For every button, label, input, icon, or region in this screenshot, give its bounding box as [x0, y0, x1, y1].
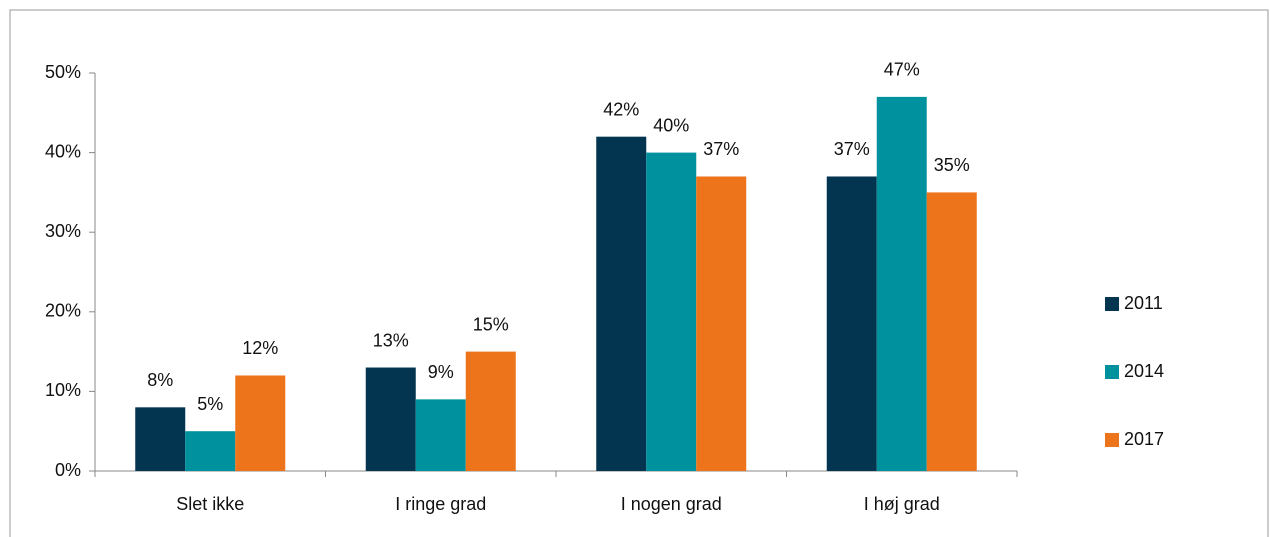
bar — [235, 375, 286, 471]
legend-label: 2017 — [1124, 429, 1164, 449]
data-label: 35% — [934, 155, 970, 175]
bar — [365, 367, 416, 471]
data-label: 15% — [473, 314, 509, 334]
bar — [135, 407, 186, 471]
legend-label: 2014 — [1124, 361, 1164, 381]
data-label: 37% — [834, 139, 870, 159]
data-label: 12% — [242, 338, 278, 358]
y-tick-label: 50% — [45, 62, 81, 82]
data-label: 13% — [373, 330, 409, 350]
x-tick-label: I ringe grad — [395, 494, 486, 514]
bar — [646, 152, 697, 471]
data-label: 5% — [197, 394, 223, 414]
legend-swatch — [1105, 297, 1119, 311]
data-label: 9% — [428, 362, 454, 382]
legend-label: 2011 — [1124, 293, 1163, 313]
bar — [876, 96, 927, 471]
x-tick-label: I nogen grad — [621, 494, 722, 514]
data-label: 47% — [884, 60, 920, 80]
x-tick-label: I høj grad — [864, 494, 940, 514]
bar — [465, 351, 516, 471]
legend-swatch — [1105, 365, 1119, 379]
bar — [185, 431, 236, 471]
bar — [696, 176, 747, 472]
data-label: 37% — [703, 139, 739, 159]
data-label: 8% — [147, 370, 173, 390]
y-tick-label: 40% — [45, 141, 81, 161]
bar — [826, 176, 877, 472]
bar — [596, 136, 647, 471]
data-label: 42% — [603, 99, 639, 119]
legend-swatch — [1105, 433, 1119, 447]
data-label: 40% — [653, 115, 689, 135]
bar — [926, 192, 977, 471]
chart-frame — [9, 9, 1269, 537]
y-tick-label: 30% — [45, 221, 81, 241]
y-tick-label: 10% — [45, 380, 81, 400]
bar — [415, 399, 466, 471]
y-tick-label: 0% — [55, 460, 81, 480]
x-tick-label: Slet ikke — [176, 494, 244, 514]
y-tick-label: 20% — [45, 301, 81, 321]
